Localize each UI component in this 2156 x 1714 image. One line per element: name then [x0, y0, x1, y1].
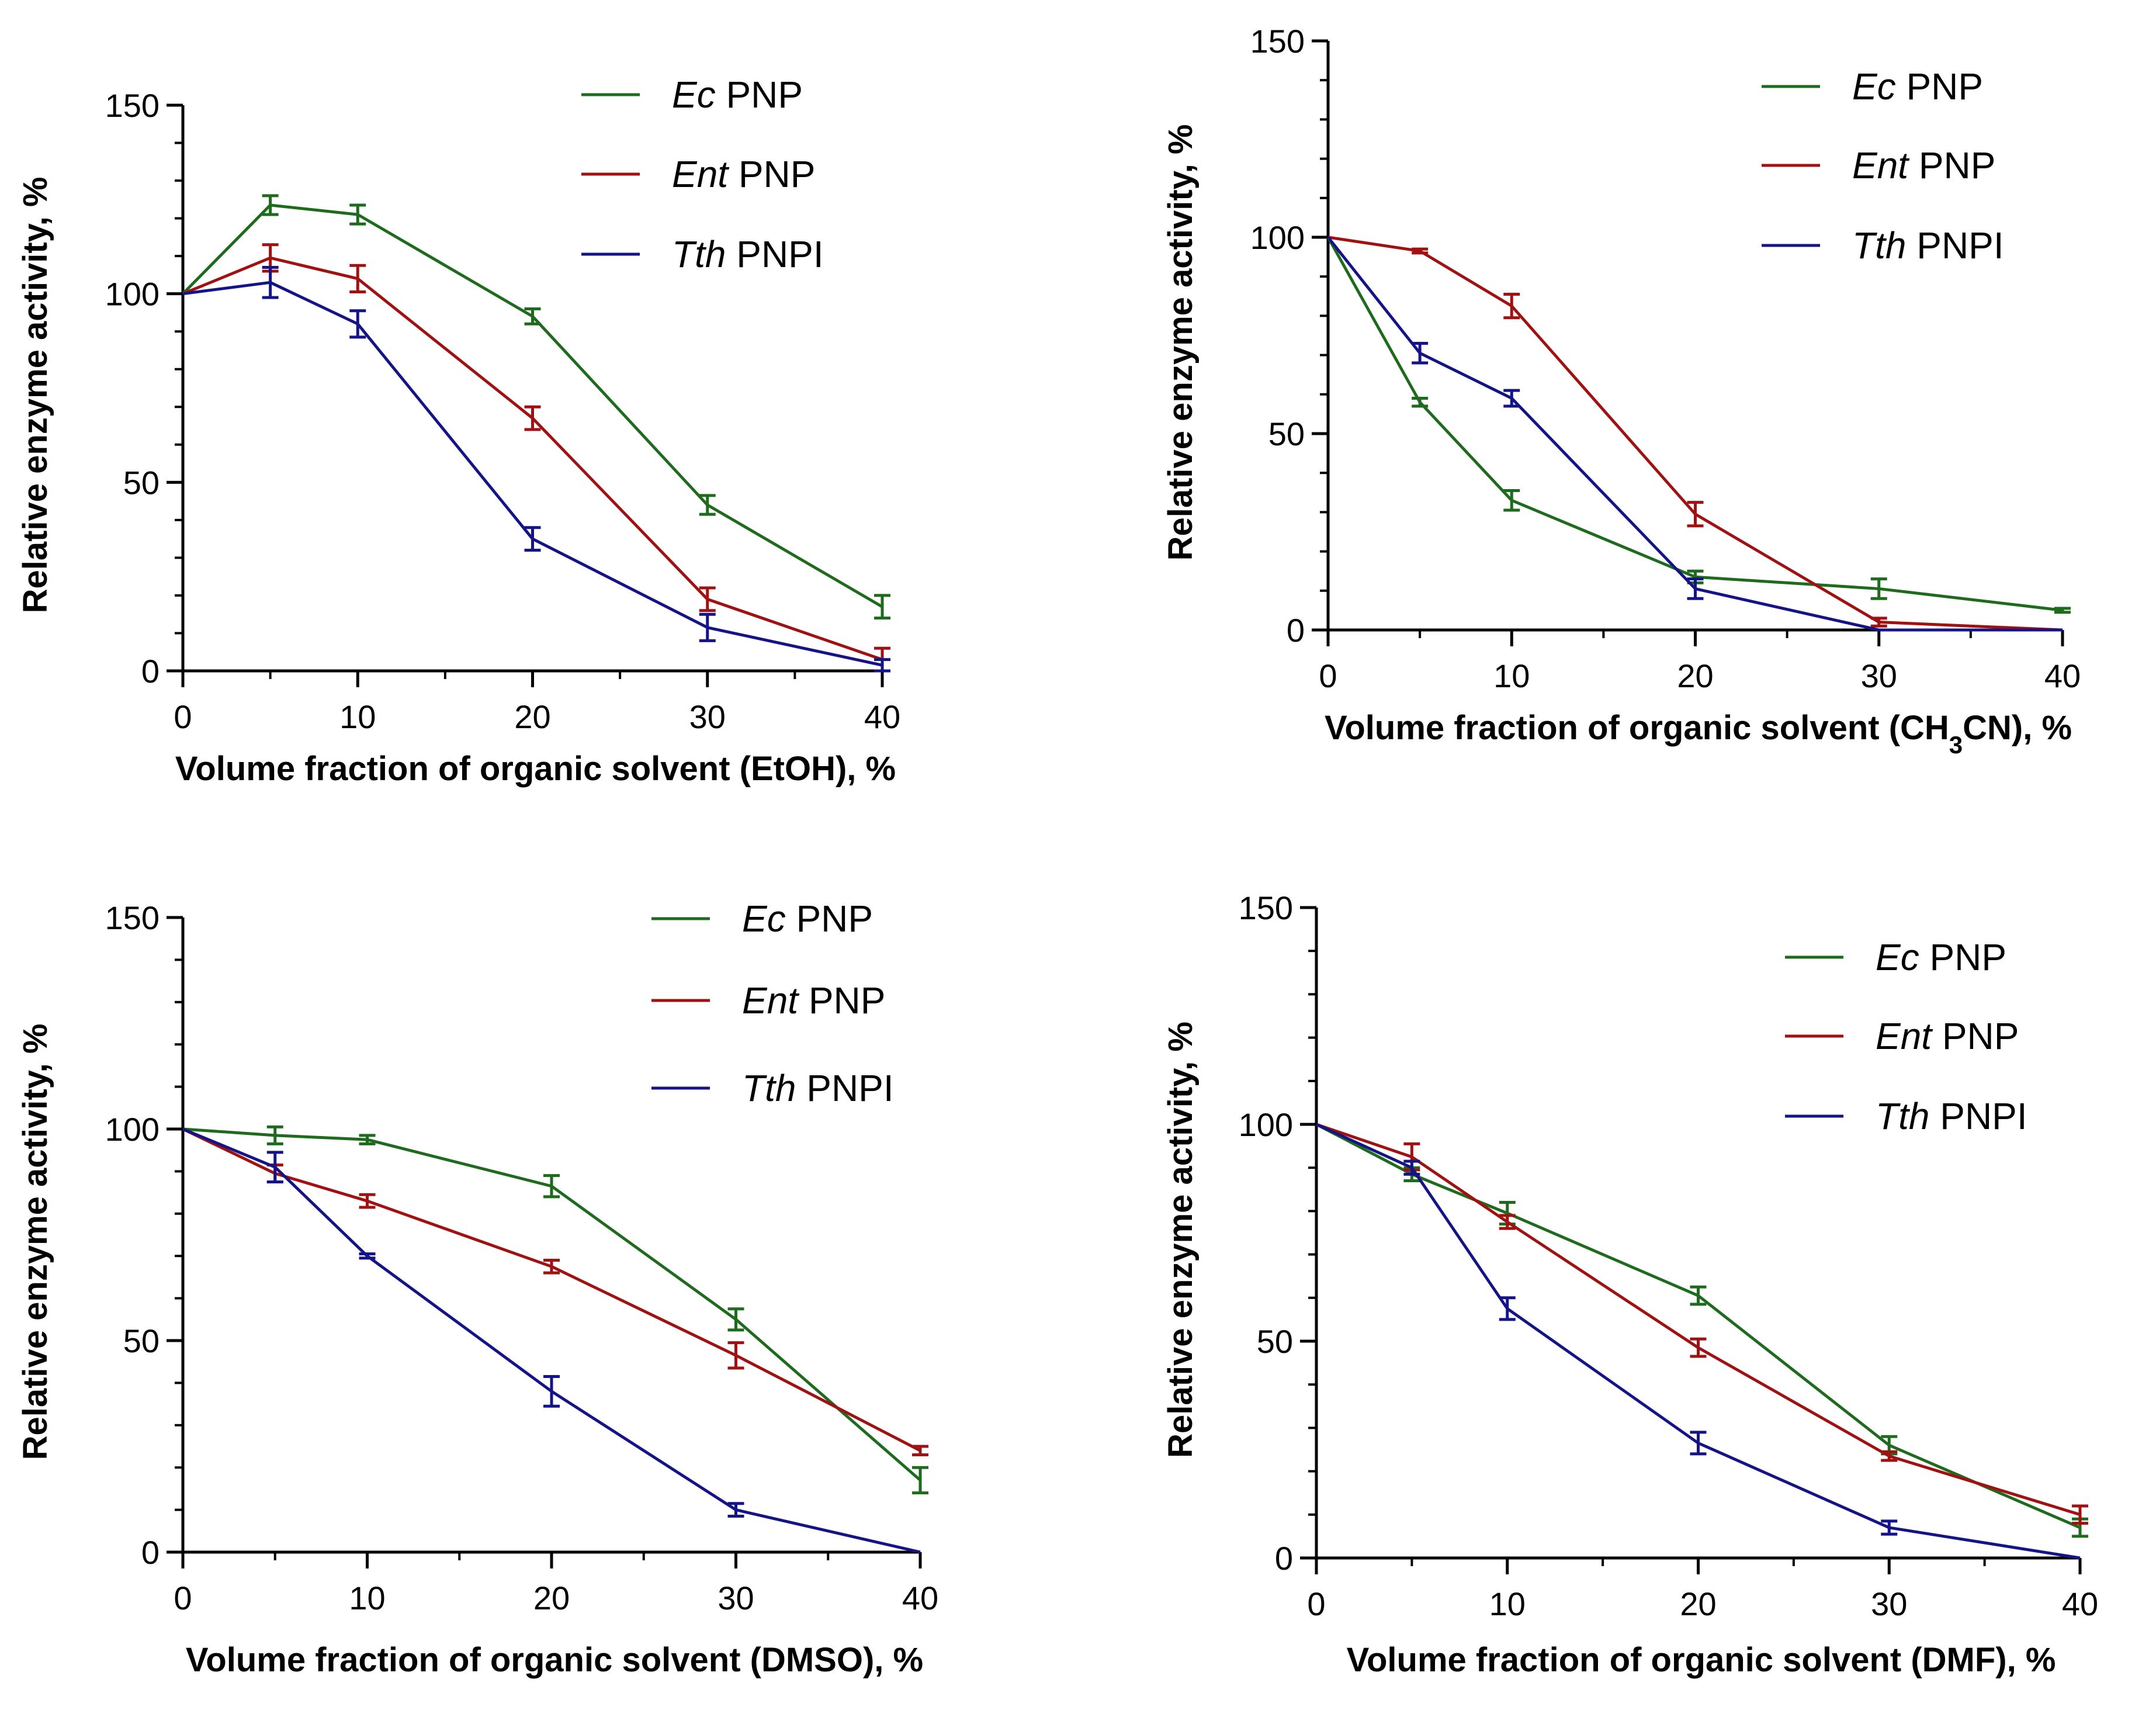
- series-Tth: [182, 1127, 921, 1554]
- series-line-Ent: [182, 256, 883, 662]
- series-Ent: [1327, 236, 2063, 632]
- legend-label-Ec: Ec PNP: [672, 74, 803, 116]
- y-tick-label: 50: [1268, 415, 1305, 452]
- legend-label-Ent: Ent PNP: [672, 153, 815, 195]
- series-Ec: [1326, 236, 2071, 614]
- legend-label-Tth: Tth PNPI: [1852, 224, 2004, 266]
- y-tick-label: 0: [1287, 612, 1305, 649]
- x-tick-label: 0: [1307, 1585, 1325, 1622]
- legend-label-Ent: Ent PNP: [1852, 144, 1995, 186]
- x-tick-label: 0: [174, 698, 192, 735]
- y-tick-label: 150: [105, 87, 160, 124]
- series-line-Ent: [1327, 236, 2063, 632]
- y-axis-title: Relative enzyme activity, %: [1162, 124, 1200, 561]
- series-line-Ent: [1316, 1123, 2081, 1516]
- x-tick-label: 20: [533, 1580, 570, 1616]
- x-axis-title: Volume fraction of organic solvent (DMF)…: [1347, 1641, 2056, 1679]
- y-tick-label: 100: [105, 276, 160, 313]
- legend-label-Ent: Ent PNP: [742, 979, 885, 1022]
- y-tick-label: 50: [1257, 1323, 1293, 1360]
- y-axis-title: Relative enzyme activity, %: [16, 1024, 54, 1460]
- x-tick-label: 0: [174, 1580, 192, 1616]
- x-tick-label: 20: [1680, 1585, 1716, 1622]
- series-line-Ec: [1326, 236, 2063, 612]
- series-Ec: [1315, 1123, 2088, 1538]
- x-axis-title: Volume fraction of organic solvent (CH3C…: [1325, 709, 2072, 759]
- legend-label-Ec: Ec PNP: [1852, 65, 1983, 108]
- x-tick-label: 10: [1493, 657, 1530, 694]
- series-Ent: [1316, 1123, 2088, 1525]
- x-tick-label: 10: [1489, 1585, 1526, 1622]
- x-tick-label: 10: [349, 1580, 385, 1616]
- series-line-Tth: [182, 281, 883, 667]
- y-tick-label: 150: [1250, 23, 1305, 60]
- series-Tth: [182, 265, 890, 673]
- x-tick-label: 40: [2062, 1585, 2098, 1622]
- legend-label-Ec: Ec PNP: [1876, 936, 2006, 978]
- x-tick-label: 40: [864, 698, 900, 735]
- y-tick-label: 50: [123, 1322, 160, 1359]
- series-line-Tth: [182, 1127, 921, 1554]
- x-axis-title: Volume fraction of organic solvent (EtOH…: [175, 750, 896, 788]
- series-Ec: [182, 194, 890, 620]
- y-tick-label: 150: [1239, 889, 1293, 926]
- series-line-Ec: [182, 203, 883, 608]
- x-tick-label: 30: [1871, 1585, 1907, 1622]
- series-Tth: [1327, 236, 2063, 632]
- legend-label-Ec: Ec PNP: [742, 898, 873, 940]
- chart-panel-1: 0 50 100 150 0 10 20 30 40 Volume fraction of org…: [16, 74, 900, 788]
- x-tick-label: 40: [902, 1580, 938, 1616]
- x-tick-label: 0: [1319, 657, 1337, 694]
- y-axis-title: Relative enzyme activity, %: [16, 177, 54, 614]
- y-tick-label: 100: [1239, 1106, 1293, 1143]
- x-tick-label: 30: [1861, 657, 1897, 694]
- x-tick-label: 30: [717, 1580, 754, 1616]
- y-tick-label: 150: [105, 899, 160, 936]
- legend-label-Tth: Tth PNPI: [742, 1067, 894, 1109]
- x-tick-label: 10: [339, 698, 376, 735]
- series-line-Ec: [1315, 1123, 2081, 1529]
- series-Tth: [1315, 1123, 2081, 1560]
- y-tick-label: 0: [141, 1534, 160, 1571]
- chart-panel-3: 0 50 100 150 0 10 20 30 40 Volume fraction of org…: [16, 898, 938, 1679]
- x-tick-label: 30: [689, 698, 726, 735]
- series-line-Ent: [182, 1127, 921, 1452]
- y-axis-title: Relative enzyme activity, %: [1162, 1022, 1200, 1458]
- series-line-Tth: [1315, 1123, 2081, 1560]
- y-tick-label: 0: [141, 653, 160, 690]
- legend-label-Tth: Tth PNPI: [1876, 1095, 2027, 1137]
- series-line-Ec: [182, 1127, 921, 1481]
- series-Ec: [182, 1125, 928, 1495]
- legend-label-Ent: Ent PNP: [1876, 1015, 2019, 1057]
- x-axis-title: Volume fraction of organic solvent (DMSO…: [186, 1641, 923, 1679]
- y-tick-label: 100: [1250, 219, 1305, 256]
- legend-label-Tth: Tth PNPI: [672, 233, 824, 275]
- x-tick-label: 20: [1677, 657, 1713, 694]
- x-tick-label: 20: [514, 698, 550, 735]
- x-tick-label: 40: [2044, 657, 2081, 694]
- chart-panel-2: 0 50 100 150 0 10 20 30 40 Volume fraction of org…: [1162, 23, 2081, 759]
- y-tick-label: 50: [123, 464, 160, 501]
- y-tick-label: 0: [1275, 1540, 1293, 1577]
- y-tick-label: 100: [105, 1111, 160, 1148]
- series-line-Tth: [1327, 236, 2063, 632]
